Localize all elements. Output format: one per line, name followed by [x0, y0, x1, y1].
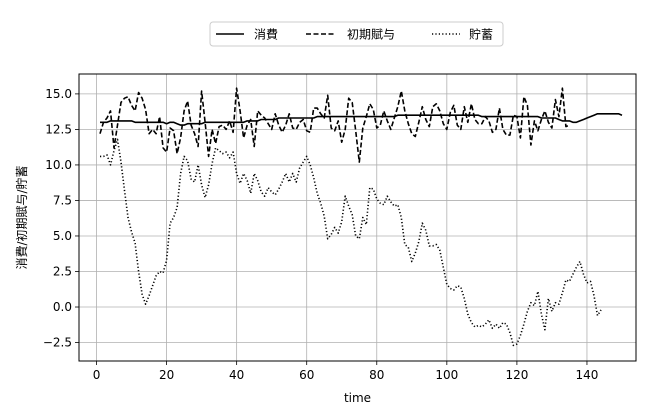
y-tick-label: −2.5 [43, 336, 72, 350]
y-tick-label: 2.5 [53, 264, 72, 278]
x-tick-label: 0 [93, 368, 101, 382]
y-tick-label: 15.0 [45, 87, 72, 101]
x-tick-label: 60 [299, 368, 314, 382]
plot-frame [78, 73, 637, 362]
legend-label-3: 貯蓄 [469, 28, 493, 42]
y-tick-label: 12.5 [45, 122, 72, 136]
y-tick-label: 5.0 [53, 229, 72, 243]
series-line-3 [100, 138, 602, 347]
y-tick-label: 7.5 [53, 193, 72, 207]
y-tick-label: 0.0 [53, 300, 72, 314]
series-lines [99, 87, 623, 347]
y-tick-label: 10.0 [45, 158, 72, 172]
x-tick-label: 40 [229, 368, 244, 382]
axis-ticks: 0 20 40 60 80 100 120 140 −2.5 0.0 2.5 5.0 7.5 10.0 12… [43, 87, 599, 382]
x-tick-label: 100 [435, 368, 458, 382]
series-line-1 [100, 113, 623, 126]
legend-label-1: 消費 [254, 27, 278, 42]
y-axis-title: 消費/初期賦与/貯蓄 [14, 165, 29, 269]
grid-lines [79, 74, 636, 361]
x-tick-label: 80 [369, 368, 384, 382]
x-axis-title: time [344, 391, 371, 405]
legend-box [209, 21, 504, 47]
x-tick-label: 140 [576, 368, 599, 382]
x-tick-label: 20 [159, 368, 174, 382]
x-tick-label: 120 [505, 368, 528, 382]
legend-label-2: 初期賦与 [347, 28, 395, 42]
legend: 消費 初期賦与 貯蓄 [209, 21, 504, 47]
series-line-2 [99, 87, 570, 163]
